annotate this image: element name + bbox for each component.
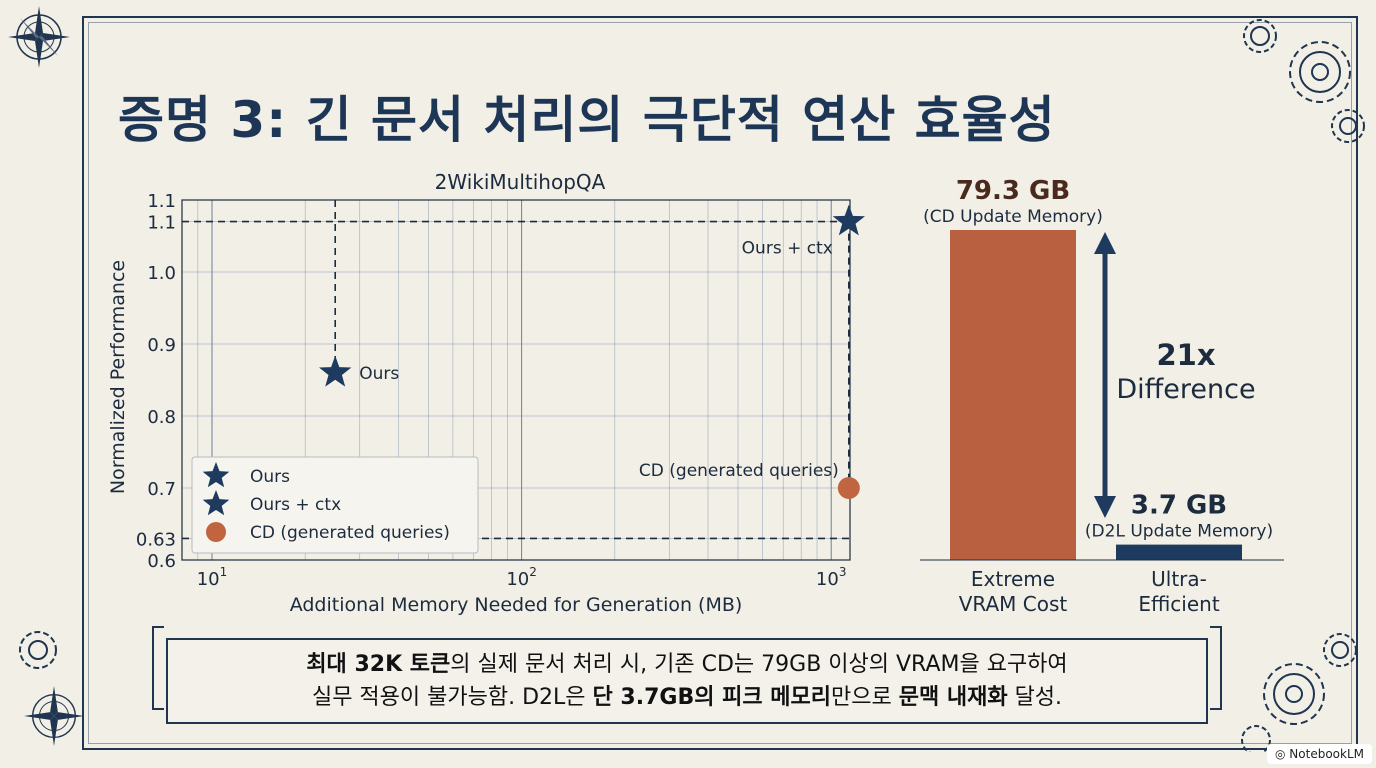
callout-line-1: 최대 32K 토큰의 실제 문서 처리 시, 기존 CD는 79GB 이상의 V… <box>166 648 1208 681</box>
callout-segment: 단 3.7GB의 피크 메모리 <box>592 685 831 710</box>
x-tick-label: 101 <box>197 565 228 590</box>
compass-icon <box>8 6 70 68</box>
legend-marker-star <box>202 490 230 516</box>
callout-segment: 의 실제 문서 처리 시, 기존 CD는 79GB 이상의 VRAM을 요구하여 <box>450 652 1068 677</box>
slide-title: 증명 3: 긴 문서 처리의 극단적 연산 효율성 <box>118 91 1056 149</box>
bar <box>950 230 1076 560</box>
point-label: CD (generated queries) <box>639 461 839 481</box>
bar-sub-label: (D2L Update Memory) <box>1085 522 1273 542</box>
bar-category-label: Ultra- <box>1151 567 1207 591</box>
slide-frame <box>82 16 1358 750</box>
bar <box>1116 544 1242 560</box>
y-tick-label: 1.1 <box>147 191 176 212</box>
y-tick-label: 0.8 <box>147 407 176 428</box>
bracket-left <box>152 626 164 710</box>
chart-legend: Ours Ours + ctx CD (generated queries) <box>191 456 479 554</box>
point-label: Ours + ctx <box>742 239 833 259</box>
y-tick-label: 0.63 <box>136 529 176 550</box>
callout-segment: 달성. <box>1007 685 1063 710</box>
data-point-star <box>319 355 352 387</box>
callout-text: 최대 32K 토큰의 실제 문서 처리 시, 기존 CD는 79GB 이상의 V… <box>166 648 1208 714</box>
y-tick-label: 1.1 <box>147 213 176 234</box>
legend-label: Ours + ctx <box>250 495 341 515</box>
compass-icon <box>23 685 85 747</box>
callout-segment: 만으로 <box>830 685 899 710</box>
legend-marker-circle <box>206 522 226 542</box>
bracket-right <box>1210 626 1222 710</box>
y-tick-label: 1.0 <box>147 263 176 284</box>
notebooklm-watermark: ◎ NotebookLM <box>1266 744 1372 764</box>
watermark-label: NotebookLM <box>1289 747 1364 761</box>
bar-value-label: 3.7 GB <box>1131 491 1227 521</box>
bar-category-label: Efficient <box>1138 592 1220 616</box>
bar-value-label: 79.3 GB <box>956 176 1070 206</box>
difference-arrow <box>1094 232 1116 518</box>
legend-marker-star <box>202 462 230 488</box>
scatter-chart: 2WikiMultihopQA 101 102 103 0.60.63 0.7 0.8 0… <box>107 170 865 616</box>
x-tick-label: 102 <box>506 565 537 590</box>
callout-line-2: 실무 적용이 불가능함. D2L은 단 3.7GB의 피크 메모리만으로 문맥 … <box>166 681 1208 714</box>
chart-title: 2WikiMultihopQA <box>435 170 606 194</box>
gear-icon <box>1243 19 1365 143</box>
difference-label: Difference <box>1116 374 1255 405</box>
bar-category-label: Extreme <box>971 567 1055 591</box>
bar-category-label: VRAM Cost <box>959 592 1068 616</box>
notebooklm-icon: ◎ <box>1274 747 1286 761</box>
y-tick-label: 0.9 <box>147 335 176 356</box>
callout-segment: 최대 32K 토큰 <box>306 652 451 677</box>
point-label: Ours <box>359 364 399 384</box>
slide-frame-inner <box>88 22 1352 744</box>
gear-icon <box>19 631 57 669</box>
data-point-circle <box>837 477 860 499</box>
difference-factor: 21x <box>1156 338 1215 372</box>
x-tick-label: 103 <box>816 565 847 590</box>
y-tick-label: 0.7 <box>147 479 176 500</box>
bar-sub-label: (CD Update Memory) <box>923 207 1103 227</box>
gear-icon <box>1241 633 1357 752</box>
callout-box <box>166 638 1208 724</box>
data-point-star <box>832 204 865 236</box>
summary-callout: 최대 32K 토큰의 실제 문서 처리 시, 기존 CD는 79GB 이상의 V… <box>152 626 1222 730</box>
x-axis-label: Additional Memory Needed for Generation … <box>290 594 743 616</box>
y-axis-label: Normalized Performance <box>107 260 129 494</box>
callout-segment: 문맥 내재화 <box>898 685 1008 710</box>
y-tick-label: 0.6 <box>147 551 176 572</box>
legend-label: CD (generated queries) <box>250 523 450 543</box>
legend-label: Ours <box>250 467 290 487</box>
callout-segment: 실무 적용이 불가능함. D2L은 <box>311 685 593 710</box>
